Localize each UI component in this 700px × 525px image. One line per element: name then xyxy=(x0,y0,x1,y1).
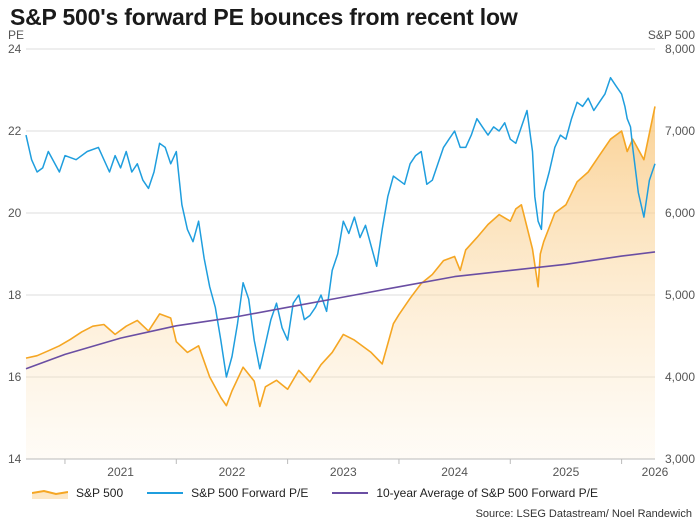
x-tick-label: 2022 xyxy=(219,465,246,479)
y-right-tick-label: 8,000 xyxy=(665,42,695,56)
legend-label-forward-pe: S&P 500 Forward P/E xyxy=(191,486,309,500)
legend-swatch-ten-year-average xyxy=(332,487,369,499)
y-left-tick-label: 24 xyxy=(8,42,22,56)
y-right-tick-label: 3,000 xyxy=(665,452,695,466)
legend-label-sp500: S&P 500 xyxy=(76,486,124,500)
y-left-tick-label: 18 xyxy=(8,288,22,302)
y-left-tick-label: 14 xyxy=(8,452,22,466)
y-right-tick-label: 5,000 xyxy=(665,288,695,302)
series-line-layer xyxy=(25,76,656,408)
source-note: Source: LSEG Datastream/ Noel Randewich xyxy=(475,508,692,520)
sp500-area-layer xyxy=(26,106,655,460)
legend-swatch-forward-pe xyxy=(147,487,184,499)
chart-title: S&P 500's forward PE bounces from recent… xyxy=(10,4,518,30)
legend-label-ten-year-average: 10-year Average of S&P 500 Forward P/E xyxy=(376,486,599,500)
y-left-tick-label: 16 xyxy=(8,370,22,384)
x-tick-label: 2024 xyxy=(441,465,468,479)
x-tick-label: 2026 xyxy=(642,465,669,479)
legend-swatch-sp500 xyxy=(32,487,68,499)
legend-item-ten-year-average[interactable]: 10-year Average of S&P 500 Forward P/E xyxy=(332,486,598,500)
y-right-axis-title: S&P 500 xyxy=(648,28,695,42)
sp500-line xyxy=(25,106,656,408)
x-tick-label: 2023 xyxy=(330,465,357,479)
y-left-tick-label: 22 xyxy=(8,124,22,138)
forward-pe-line xyxy=(25,76,656,378)
y-left-axis-title: PE xyxy=(8,28,24,42)
ten-year-average-line xyxy=(25,251,656,370)
y-right-tick-label: 4,000 xyxy=(665,370,695,384)
y-left-tick-label: 20 xyxy=(8,206,22,220)
sp500-area xyxy=(26,106,655,460)
y-right-tick-label: 7,000 xyxy=(665,124,695,138)
legend-item-sp500[interactable]: S&P 500 xyxy=(32,486,123,500)
x-tick-label: 2025 xyxy=(553,465,580,479)
y-right-tick-label: 6,000 xyxy=(665,206,695,220)
legend-item-forward-pe[interactable]: S&P 500 Forward P/E xyxy=(147,486,308,500)
x-tick-label: 2021 xyxy=(107,465,134,479)
axis-layer: 14 3,000 16 4,000 18 5,000 20 6,000 22 7,000 24 8,0… xyxy=(8,28,695,479)
legend: S&P 500 S&P 500 Forward P/E 10-year Aver… xyxy=(32,484,622,502)
